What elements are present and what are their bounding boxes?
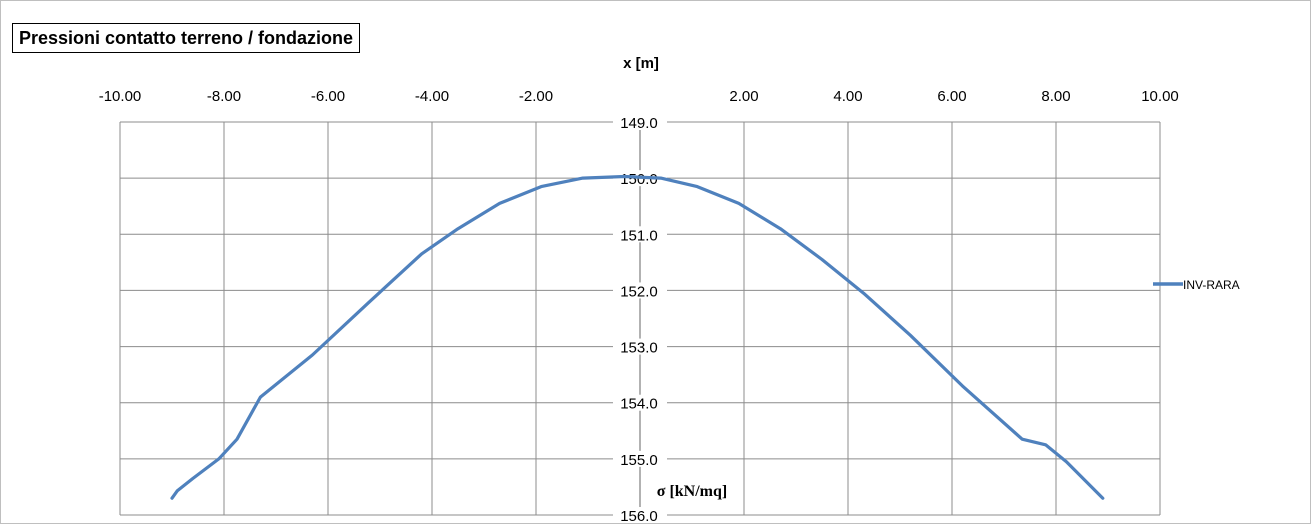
x-tick-label: -4.00 <box>415 88 449 105</box>
y-tick-label-bg <box>613 114 667 130</box>
y-tick-label: 156.0 <box>620 508 658 524</box>
x-tick-label: 10.00 <box>1141 88 1179 105</box>
y-tick-label: 154.0 <box>620 396 658 413</box>
x-tick-label: 2.00 <box>729 88 758 105</box>
y-tick-label-bg <box>613 338 667 355</box>
x-tick-label: 6.00 <box>937 88 966 105</box>
x-tick-label: -2.00 <box>519 88 553 105</box>
chart-title: Pressioni contatto terreno / fondazione <box>12 23 361 53</box>
y-tick-label-bg <box>613 450 667 467</box>
y-tick-label: 151.0 <box>620 227 658 244</box>
x-tick-label: -8.00 <box>207 88 241 105</box>
x-tick-label: 4.00 <box>833 88 862 105</box>
y-tick-label-bg <box>613 507 667 523</box>
legend-label-inv-rara: INV-RARA <box>1183 278 1240 292</box>
x-axis-title: x [m] <box>623 55 659 72</box>
y-tick-label: 150.0 <box>620 171 658 188</box>
x-tick-labels: -10.00 -8.00 -6.00 -4.00 -2.00 2.00 4.00 6.00 8.… <box>99 88 1179 105</box>
series-line-inv-rara <box>170 174 1105 500</box>
series-layer <box>170 174 1105 500</box>
y-tick-label: 152.0 <box>620 283 658 300</box>
y-axis-title: σ [kN/mq] <box>657 483 727 500</box>
y-tick-label: 149.0 <box>620 115 658 132</box>
legend: INV-RARA <box>1153 278 1240 292</box>
y-tick-label-bg <box>613 394 667 411</box>
y-tick-label: 153.0 <box>620 340 658 357</box>
y-tick-label-bg <box>613 226 667 243</box>
x-tick-label: -10.00 <box>99 88 142 105</box>
y-tick-label-bg <box>613 282 667 299</box>
x-tick-label: -6.00 <box>311 88 345 105</box>
y-tick-label: 155.0 <box>620 452 658 469</box>
x-tick-label: 8.00 <box>1041 88 1070 105</box>
